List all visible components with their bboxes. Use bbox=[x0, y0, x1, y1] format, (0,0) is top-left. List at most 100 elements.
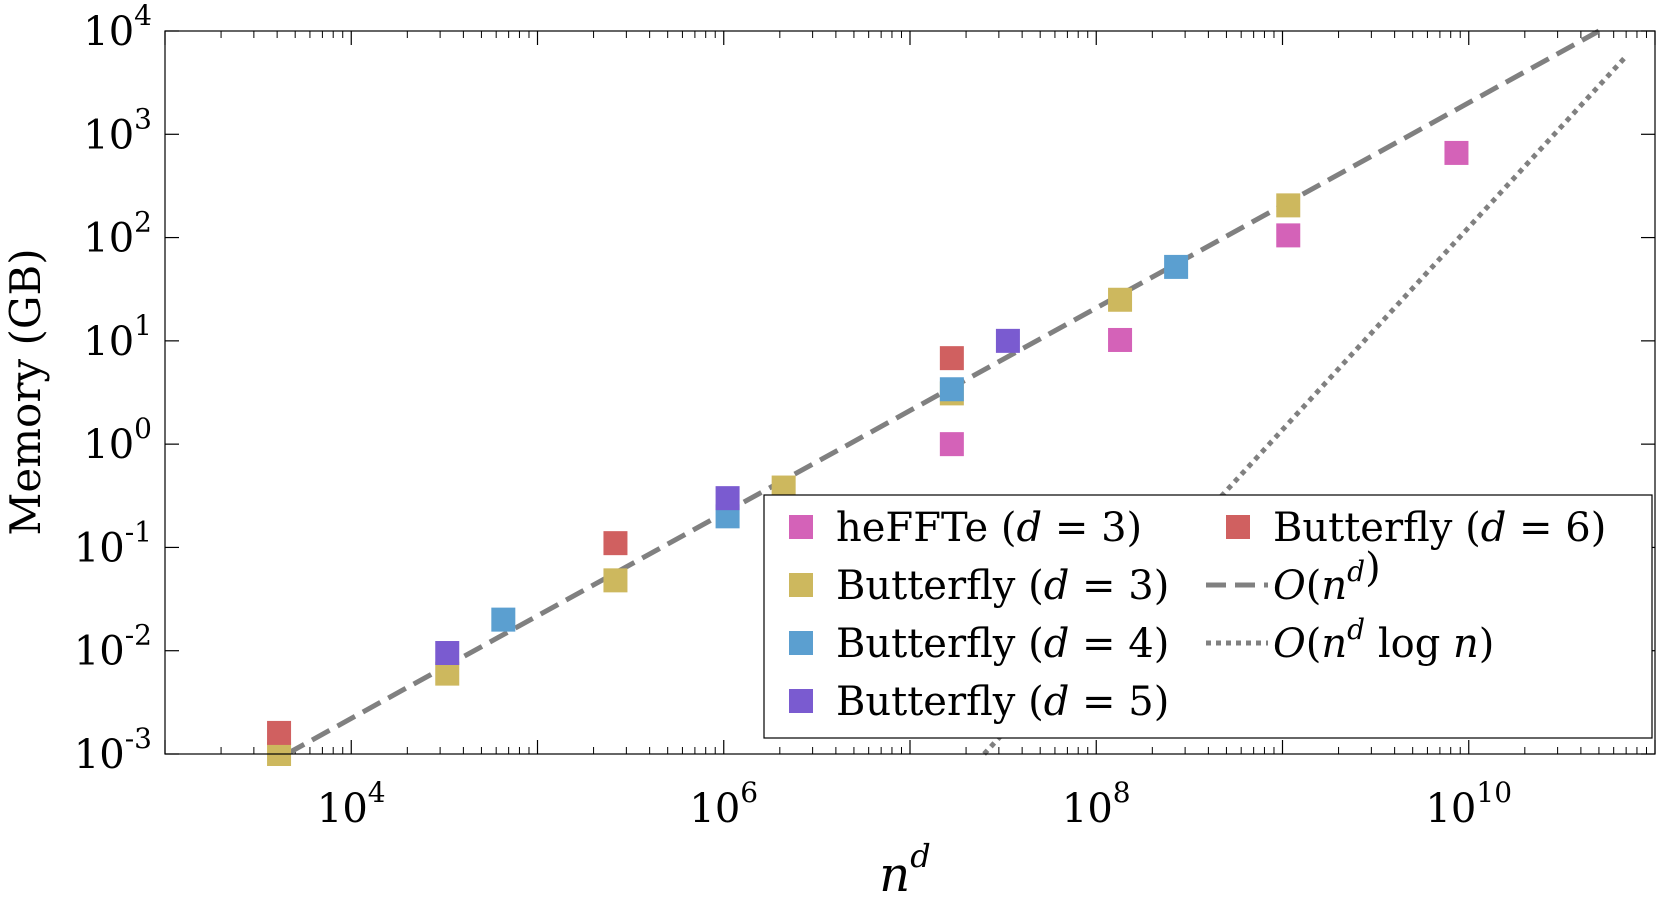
legend-label-variable: d bbox=[1044, 621, 1070, 667]
legend-label-prefix: Butterfly ( bbox=[1273, 505, 1481, 551]
y-tick-label: 100 bbox=[83, 412, 152, 468]
legend-label-prefix: Butterfly ( bbox=[836, 679, 1044, 725]
legend-label-variable: d bbox=[1044, 563, 1070, 609]
y-tick-base: 10 bbox=[83, 319, 134, 365]
legend-label-suffix: = 4) bbox=[1069, 621, 1169, 667]
major-ticks bbox=[164, 30, 1656, 755]
x-tick-label: 104 bbox=[317, 776, 386, 832]
legend-label-prefix: heFFTe ( bbox=[836, 505, 1017, 551]
legend-box bbox=[763, 494, 1653, 739]
x-tick-exponent: 8 bbox=[1113, 776, 1131, 809]
y-tick-base: 10 bbox=[83, 216, 134, 262]
legend-label-variable: d bbox=[1044, 679, 1070, 725]
y-tick-exponent: 3 bbox=[134, 102, 152, 135]
x-tick-base: 10 bbox=[317, 786, 368, 832]
legend-label-ref-0: O(nd) bbox=[1273, 545, 1381, 609]
x-tick-base: 10 bbox=[689, 786, 740, 832]
data-point-series-3 bbox=[995, 328, 1020, 353]
data-point-series-0 bbox=[939, 432, 964, 457]
y-tick-label: 104 bbox=[83, 0, 152, 55]
legend-label-suffix: = 3) bbox=[1042, 505, 1142, 551]
legend-label-series-2: Butterfly (d = 4) bbox=[836, 621, 1169, 667]
x-tick-base: 10 bbox=[1425, 786, 1476, 832]
legend-label-series-0: heFFTe (d = 3) bbox=[836, 505, 1142, 551]
y-tick-label: 10-2 bbox=[74, 619, 152, 675]
legend-ref-close: ) bbox=[1365, 545, 1381, 591]
data-point-series-0 bbox=[1108, 327, 1133, 352]
legend-label-ref-1: O(nd log n) bbox=[1273, 613, 1494, 667]
data-point-series-2 bbox=[939, 377, 964, 402]
legend-label-suffix: = 3) bbox=[1069, 563, 1169, 609]
y-tick-exponent: -2 bbox=[125, 619, 152, 652]
x-tick-labels: 104 106 108 1010 bbox=[317, 776, 1512, 832]
y-tick-base: 10 bbox=[74, 525, 125, 571]
legend-ref-exponent: d bbox=[1347, 613, 1365, 646]
reference-lines bbox=[285, 28, 1628, 757]
legend-marker-series-0 bbox=[789, 515, 813, 539]
legend-label-suffix: = 6) bbox=[1506, 505, 1606, 551]
legend-ref-close: ) bbox=[1479, 621, 1495, 667]
data-point-series-0 bbox=[1276, 223, 1301, 248]
y-tick-base: 10 bbox=[74, 629, 125, 675]
legend-label-series-3: Butterfly (d = 5) bbox=[836, 679, 1169, 725]
legend-ref-n2: n bbox=[1453, 621, 1479, 667]
data-points bbox=[267, 140, 1469, 766]
legend-marker-series-3 bbox=[789, 689, 813, 713]
legend-ref-exponent: d bbox=[1347, 555, 1365, 588]
legend-label-variable: d bbox=[1017, 505, 1043, 551]
legend: heFFTe (d = 3)Butterfly (d = 3)Butterfly… bbox=[763, 494, 1653, 739]
legend-ref-n: n bbox=[1321, 563, 1347, 609]
x-tick-label: 1010 bbox=[1425, 776, 1512, 832]
y-tick-exponent: 4 bbox=[134, 0, 152, 32]
y-tick-label: 10-3 bbox=[74, 722, 152, 778]
y-tick-exponent: 1 bbox=[134, 309, 152, 342]
legend-ref-O: O bbox=[1273, 621, 1306, 667]
reference-line-nd-logn bbox=[982, 54, 1628, 756]
y-tick-label: 10-1 bbox=[74, 515, 152, 571]
y-tick-exponent: -3 bbox=[125, 722, 152, 755]
data-point-series-1 bbox=[1276, 193, 1301, 218]
data-point-series-1 bbox=[603, 568, 628, 593]
x-tick-label: 106 bbox=[689, 776, 758, 832]
legend-ref-n: n bbox=[1321, 621, 1347, 667]
data-point-series-4 bbox=[939, 346, 964, 371]
x-tick-exponent: 4 bbox=[368, 776, 386, 809]
legend-label-prefix: Butterfly ( bbox=[836, 563, 1044, 609]
data-point-series-1 bbox=[435, 661, 460, 686]
y-tick-label: 103 bbox=[83, 102, 152, 158]
data-point-series-2 bbox=[1164, 254, 1189, 279]
x-tick-exponent: 6 bbox=[740, 776, 758, 809]
data-point-series-0 bbox=[1444, 140, 1469, 165]
x-axis-label: nd bbox=[879, 837, 930, 902]
legend-marker-series-4 bbox=[1226, 515, 1250, 539]
y-tick-label: 101 bbox=[83, 309, 152, 365]
data-point-series-2 bbox=[491, 607, 516, 632]
legend-marker-series-1 bbox=[789, 573, 813, 597]
y-tick-exponent: -1 bbox=[125, 515, 152, 548]
legend-label-suffix: = 5) bbox=[1069, 679, 1169, 725]
x-tick-base: 10 bbox=[1062, 786, 1113, 832]
y-tick-label: 102 bbox=[83, 206, 152, 262]
data-point-series-3 bbox=[435, 641, 460, 666]
legend-label-prefix: Butterfly ( bbox=[836, 621, 1044, 667]
legend-marker-series-2 bbox=[789, 631, 813, 655]
legend-ref-log: log bbox=[1365, 621, 1453, 667]
y-axis-label: Memory (GB) bbox=[1, 248, 50, 535]
data-point-series-4 bbox=[267, 720, 292, 745]
y-tick-base: 10 bbox=[83, 112, 134, 158]
legend-ref-open: ( bbox=[1306, 621, 1322, 667]
data-point-series-1 bbox=[1108, 287, 1133, 312]
y-tick-base: 10 bbox=[83, 9, 134, 55]
data-point-series-3 bbox=[715, 486, 740, 511]
reference-line-nd bbox=[285, 28, 1601, 757]
y-tick-base: 10 bbox=[83, 422, 134, 468]
x-tick-label: 108 bbox=[1062, 776, 1131, 832]
legend-label-series-1: Butterfly (d = 3) bbox=[836, 563, 1169, 609]
x-tick-exponent: 10 bbox=[1476, 776, 1512, 809]
legend-label-series-4: Butterfly (d = 6) bbox=[1273, 505, 1606, 551]
legend-label-variable: d bbox=[1481, 505, 1507, 551]
legend-ref-open: ( bbox=[1306, 563, 1322, 609]
y-tick-exponent: 2 bbox=[134, 206, 152, 239]
